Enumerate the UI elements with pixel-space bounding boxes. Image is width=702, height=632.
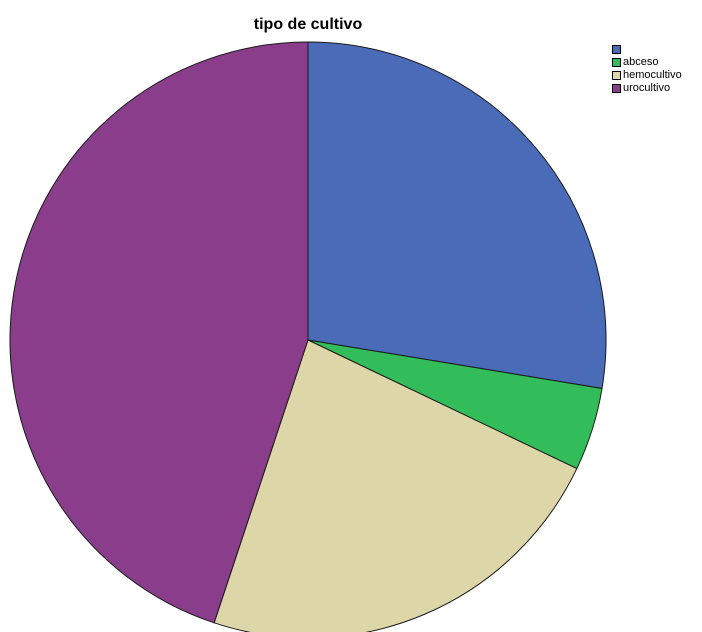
legend-label: hemocultivo xyxy=(623,69,682,81)
legend-label: urocultivo xyxy=(623,82,671,94)
legend-item-abceso: abceso xyxy=(612,56,682,69)
legend-item-urocultivo: urocultivo xyxy=(612,82,682,95)
legend-swatch xyxy=(612,58,621,67)
legend-swatch xyxy=(612,45,621,54)
pie-slice-urocultivo xyxy=(9,41,309,624)
chart-title: tipo de cultivo xyxy=(253,16,363,33)
legend: abceso hemocultivo urocultivo xyxy=(612,43,682,95)
pie-slice-hemocultivo xyxy=(213,339,578,632)
legend-swatch xyxy=(612,84,621,93)
pie-slice-blank xyxy=(307,41,607,390)
legend-item-hemocultivo: hemocultivo xyxy=(612,69,682,82)
legend-label: abceso xyxy=(623,56,659,68)
legend-swatch xyxy=(612,71,621,80)
legend-item-blank xyxy=(612,43,682,56)
